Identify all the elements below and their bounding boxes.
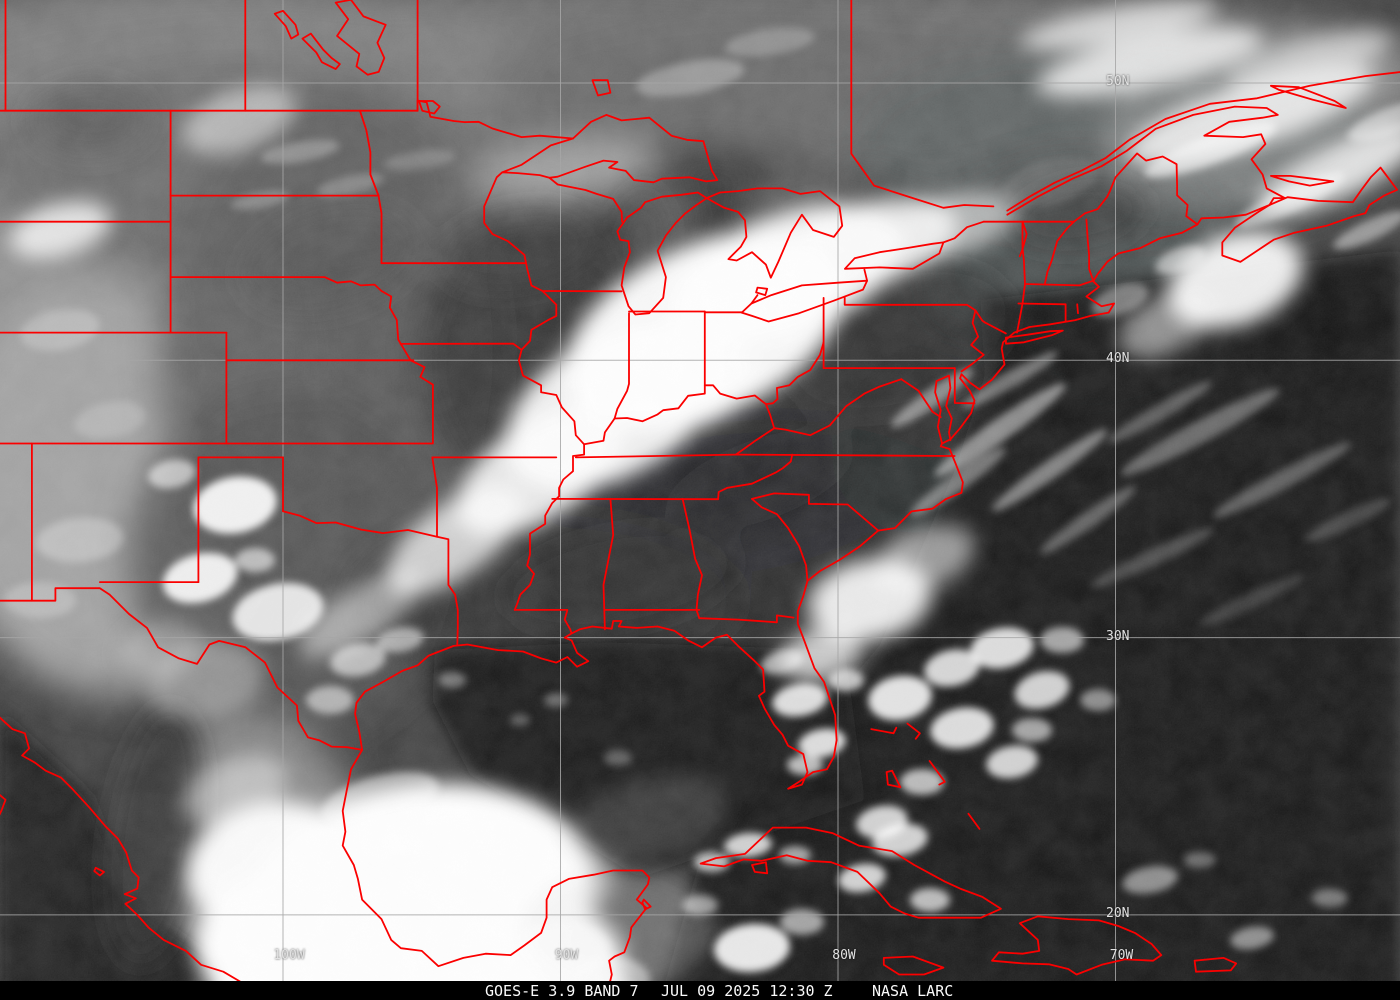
- map-outline-kentucky-tennessee-border: [574, 453, 737, 459]
- map-outline-west-virginia-virginia-border: [773, 378, 903, 437]
- map-outline-puerto-rico: [1193, 957, 1238, 973]
- map-outline-north-carolina-tennessee-border: [717, 453, 794, 501]
- map-outline-rhode-island-border: [1076, 303, 1079, 315]
- map-outline-cuba: [699, 826, 1002, 919]
- map-outline-lake-st-clair: [755, 286, 769, 296]
- credit-label: NASA LARC: [872, 982, 954, 1000]
- map-outline-jamaica: [882, 955, 945, 976]
- map-outline-illinois-indiana-border: [613, 312, 630, 420]
- map-outline-ohio-river: [613, 341, 825, 423]
- map-outline-mississippi-alabama-border: [602, 498, 615, 631]
- satellite-band-label: GOES-E 3.9 BAND 7: [485, 982, 639, 1000]
- map-outline-lake-manitoba: [301, 32, 341, 70]
- map-outline-delaware-maryland-border: [953, 367, 976, 405]
- map-outline-lake-nipigon: [591, 79, 612, 97]
- map-outline-south-dakota-nebraska-border: [169, 276, 383, 292]
- map-outline-mexico-pacific-coast: [0, 716, 273, 1000]
- map-outline-north-south-carolina-border: [751, 492, 880, 532]
- map-outline-lake-winnipeg: [334, 0, 387, 76]
- map-outline-iowa-missouri-border: [399, 342, 523, 351]
- longitude-label-70w: 70W: [1109, 948, 1134, 963]
- map-outline-detroit-river: [750, 294, 759, 305]
- map-outline-georgia-florida-border: [698, 614, 795, 624]
- map-outline-isla-de-la-juventud: [751, 861, 769, 875]
- latitude-label-30n: 30N: [1106, 628, 1130, 644]
- map-outline-red-river-north: [359, 109, 380, 197]
- map-outline-st-lawrence-ny-border: [942, 220, 985, 244]
- map-outline-potomac-river: [900, 378, 942, 418]
- timestamp-label: JUL 09 2025 12:30 Z: [661, 982, 833, 1000]
- map-outline-islas-marias: [93, 866, 105, 877]
- map-outline-mississippi-river: [483, 171, 585, 611]
- latitude-label-20n: 20N: [1106, 905, 1130, 921]
- map-outline-st-lawrence-north-shore: [1006, 71, 1400, 212]
- map-outline-arkansas-west-border: [431, 456, 438, 538]
- map-outline-niagara-river: [863, 268, 868, 282]
- map-outline-lake-champlain: [1018, 220, 1028, 258]
- map-outline-chesapeake-bay: [934, 374, 953, 445]
- map-outline-lake-superior: [501, 114, 719, 184]
- map-outline-quebec-maine-border: [1073, 152, 1199, 226]
- map-outline-red-river-tx-ok: [282, 510, 438, 538]
- map-outline-long-island-bahamas: [967, 812, 981, 830]
- map-outline-andros-island: [885, 769, 902, 789]
- map-outline-grand-bahama: [870, 726, 898, 735]
- longitude-label-80w: 80W: [832, 948, 856, 963]
- map-outline-missouri-river-border: [380, 290, 434, 386]
- map-outline-minnesota-west-border: [377, 194, 383, 265]
- image-caption-bar: GOES-E 3.9 BAND 7 JUL 09 2025 12:30 Z NA…: [0, 981, 1400, 1000]
- map-outline-lake-winnipegosis: [273, 10, 300, 40]
- longitude-label-90w: 90W: [554, 948, 579, 963]
- longitude-label-100w: 100W: [273, 948, 305, 963]
- map-outline-abaco-island: [906, 722, 921, 740]
- map-outline-kentucky-virginia-border: [735, 427, 776, 456]
- map-outline-cozumel: [641, 898, 652, 911]
- map-outline-mexico-gulf-yucatan-coast: [341, 749, 651, 1000]
- map-outline-baja-california-coast: [0, 794, 7, 816]
- map-outline-lake-michigan: [616, 191, 708, 316]
- latitude-label-40n: 40N: [1106, 351, 1130, 367]
- map-outline-louisiana-mississippi-border: [513, 609, 573, 635]
- map-outline-lake-ontario: [844, 241, 945, 270]
- map-outline-michigan-wisconsin-border: [548, 176, 623, 223]
- map-outline-us-mexico-border: [0, 587, 363, 751]
- map-outline-nova-scotia: [1221, 166, 1399, 263]
- map-outline-new-york-new-jersey-border: [984, 321, 1007, 335]
- map-outline-lake-huron: [705, 187, 844, 279]
- map-outline-anticosti-island: [1270, 84, 1347, 109]
- map-outline-new-hampshire-maine-border: [1085, 218, 1095, 282]
- map-outline-texas-east-border: [436, 535, 459, 646]
- map-outline-pennsylvania-new-york-border: [843, 296, 986, 324]
- map-outline-hispaniola: [991, 915, 1163, 976]
- map-outline-prince-edward-island: [1270, 175, 1335, 187]
- map-outline-long-island: [1005, 329, 1064, 345]
- map-outline-connecticut-river-border: [1043, 220, 1075, 286]
- map-outline-ohio-river-west: [583, 417, 616, 446]
- map-outline-massachusetts-new-hampshire-border: [1024, 279, 1095, 287]
- map-outline-virginia-north-carolina-border: [735, 453, 956, 457]
- map-outline-georgia-south-carolina-border: [751, 498, 809, 582]
- map-outline-lake-erie: [740, 279, 868, 323]
- map-outline-ontario-quebec-border: [850, 0, 995, 209]
- map-outline-kentucky-west-virginia-border: [765, 403, 776, 430]
- latitude-label-50n: 50N: [1106, 74, 1130, 89]
- map-outline-lake-of-the-woods: [418, 100, 441, 115]
- map-outline-delaware-river: [960, 309, 985, 373]
- map-outline-eleuthera-island: [928, 760, 946, 786]
- map-outline-massachusetts-connecticut-border: [1017, 302, 1067, 306]
